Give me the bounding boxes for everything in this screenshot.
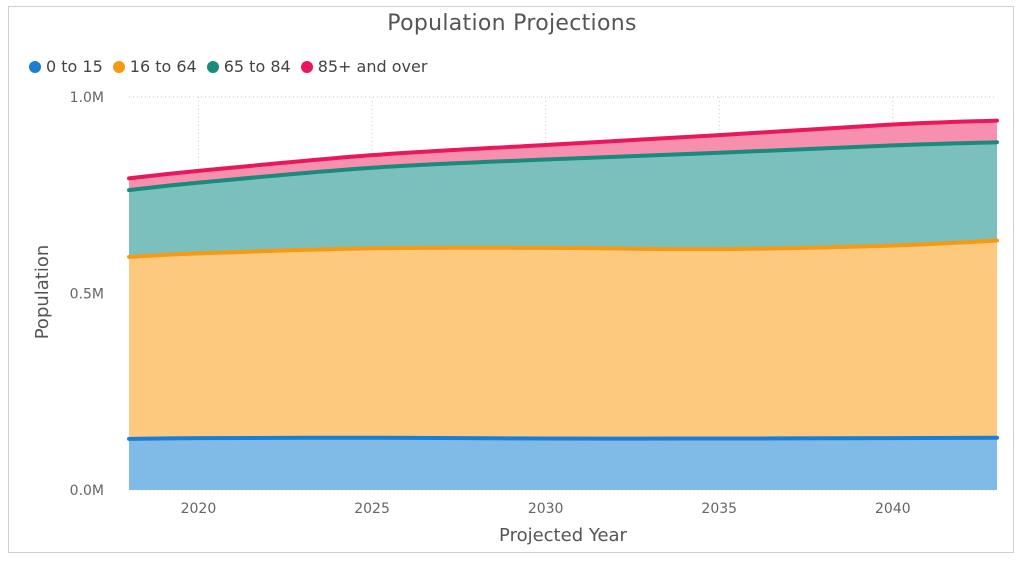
y-axis-label: Population [32,245,53,340]
series-area-1[interactable] [129,240,997,439]
chart-title: Population Projections [387,11,637,36]
series-area-3[interactable] [129,120,997,191]
series-line-1[interactable] [127,238,999,259]
legend-label: 65 to 84 [223,57,291,76]
legend-label: 16 to 64 [129,57,197,76]
y-tick-label-1: 0.5M [70,287,104,303]
y-tick-label-0: 0.0M [70,483,104,499]
legend-marker-icon [206,60,219,73]
x-tick-label-1: 2025 [354,501,390,517]
legend-item-0[interactable]: 0 to 15 [29,57,103,76]
x-tick-label-2: 2030 [528,501,564,517]
legend-item-1[interactable]: 16 to 64 [112,57,197,76]
legend-marker-icon [300,60,313,73]
x-tick-label-3: 2035 [701,501,737,517]
legend-item-3[interactable]: 85+ and over [300,57,428,76]
x-tick-label-4: 2040 [875,501,911,517]
series-line-0[interactable] [127,435,999,441]
legend-label: 85+ and over [317,57,428,76]
x-tick-label-0: 2020 [181,501,217,517]
y-tick-label-2: 1.0M [70,90,104,106]
legend-marker-icon [29,60,41,73]
x-axis: 2020 2025 2030 2035 2040 [181,501,911,517]
x-axis-label: Projected Year [499,525,628,546]
chart-legend[interactable]: 0 to 15 16 to 64 65 to 84 85+ and over [29,57,437,76]
legend-item-2[interactable]: 65 to 84 [206,57,291,76]
series-line-2[interactable] [127,140,999,193]
legend-marker-icon [112,60,125,73]
series-line-3[interactable] [127,118,999,181]
series-lines [127,118,999,441]
y-axis: 0.0M 0.5M 1.0M [70,90,104,499]
legend-label: 0 to 15 [46,57,103,76]
series-area-0[interactable] [129,437,997,490]
